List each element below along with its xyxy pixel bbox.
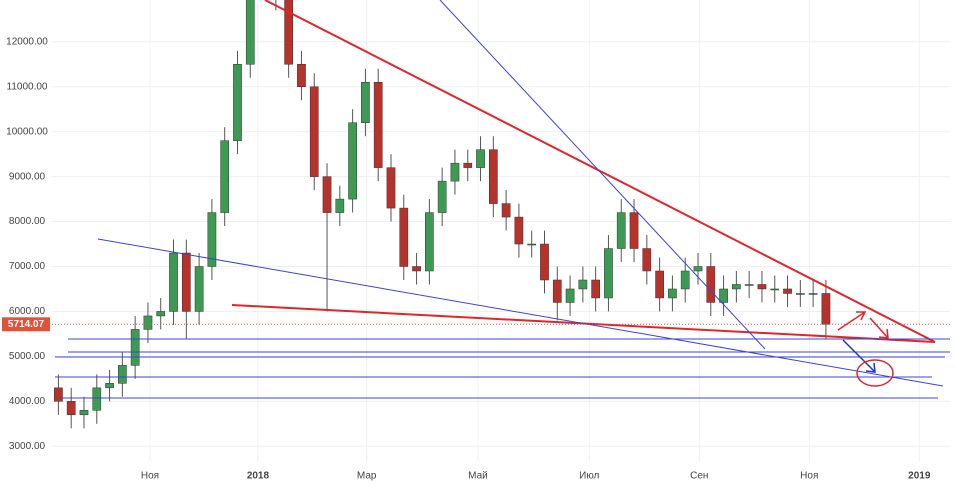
candle-body xyxy=(373,81,383,168)
candle-body xyxy=(348,122,357,200)
candle-body xyxy=(399,207,409,267)
candle-body xyxy=(680,270,690,290)
candle-body xyxy=(501,203,511,218)
y-tick-label: 9000.00 xyxy=(9,171,46,182)
candle-body xyxy=(719,288,728,303)
candle-body xyxy=(220,140,230,213)
y-tick-label: 3000.00 xyxy=(9,441,46,452)
y-tick-label: 11000.00 xyxy=(7,81,48,92)
candle-body xyxy=(118,365,127,384)
y-tick-label: 6000.00 xyxy=(9,306,46,317)
arrow xyxy=(837,311,867,331)
candle-body xyxy=(565,288,575,303)
candle-body xyxy=(795,293,805,295)
highlight-ellipse xyxy=(856,359,894,387)
drawings xyxy=(55,0,950,399)
candle-body xyxy=(706,266,716,303)
y-tick-label: 12000.00 xyxy=(6,36,48,47)
candle-body xyxy=(437,180,447,213)
x-tick-label: Ноя xyxy=(800,471,818,482)
candle-body xyxy=(425,212,434,272)
candle-body xyxy=(476,149,485,168)
candle-body xyxy=(450,162,460,182)
last-price-box xyxy=(2,317,50,332)
trend-line xyxy=(97,238,944,387)
y-tick-label: 7000.00 xyxy=(9,261,46,272)
candle-body xyxy=(335,198,345,213)
candle-body xyxy=(194,266,204,312)
candle-body xyxy=(655,270,664,299)
candle-body xyxy=(463,162,473,168)
candle-body xyxy=(79,410,89,416)
candle-body xyxy=(92,387,102,411)
candle-body xyxy=(386,167,396,209)
candle-body xyxy=(552,279,562,303)
last-price-label: 5714.07 xyxy=(8,319,45,330)
candle-body xyxy=(514,216,524,245)
x-tick-label: Сен xyxy=(690,471,708,482)
candle-body xyxy=(54,387,63,402)
candle-body xyxy=(412,266,421,272)
candle-body xyxy=(284,0,293,65)
candle-body xyxy=(821,293,831,325)
candle-body xyxy=(642,248,652,272)
y-tick-label: 10000.00 xyxy=(6,126,48,137)
candle-body xyxy=(130,329,140,366)
candle-body xyxy=(233,64,242,141)
candle-body xyxy=(156,311,166,317)
candle-body xyxy=(527,243,537,246)
candle-body xyxy=(808,293,818,295)
candle-body xyxy=(540,243,549,281)
trend-line xyxy=(264,0,936,343)
candle-body xyxy=(143,315,153,330)
candle-body xyxy=(616,212,626,249)
candle-body xyxy=(245,0,255,65)
candle-body xyxy=(181,252,191,312)
candle-body xyxy=(105,383,114,389)
candle-body xyxy=(757,284,767,290)
x-tick-label: 2019 xyxy=(908,471,931,482)
candle-body xyxy=(770,288,780,291)
candle-body xyxy=(783,288,792,294)
candles xyxy=(54,0,831,429)
candle-body xyxy=(668,288,677,299)
candle-body xyxy=(169,252,178,312)
candle-body xyxy=(66,401,76,416)
candle-body xyxy=(207,212,217,267)
candle-body xyxy=(591,279,601,299)
candle-body xyxy=(732,284,741,290)
candle-body xyxy=(744,284,754,286)
x-tick-label: Июл xyxy=(579,471,599,482)
candle-body xyxy=(604,248,613,299)
x-tick-label: 2018 xyxy=(247,471,270,482)
candle-body xyxy=(322,176,332,213)
axes: 3000.00 4000.00 5000.00 6000.00 7000.00 8000.… xyxy=(2,36,950,482)
grid xyxy=(52,0,950,462)
x-tick-label: Ноя xyxy=(141,471,159,482)
candle-body xyxy=(693,266,703,272)
candle-body xyxy=(361,81,370,123)
trend-line xyxy=(439,0,766,350)
candle-body xyxy=(488,149,498,204)
y-tick-label: 4000.00 xyxy=(9,396,46,407)
candle-body xyxy=(578,279,588,290)
x-tick-label: Май xyxy=(468,471,488,482)
candle-body xyxy=(297,64,306,87)
y-tick-label: 8000.00 xyxy=(9,216,46,227)
y-tick-label: 5000.00 xyxy=(9,351,46,362)
arrow xyxy=(869,317,889,339)
candle-body xyxy=(629,212,639,249)
x-tick-label: Мар xyxy=(357,471,377,482)
arrow xyxy=(842,339,876,373)
candle-body xyxy=(309,86,319,177)
